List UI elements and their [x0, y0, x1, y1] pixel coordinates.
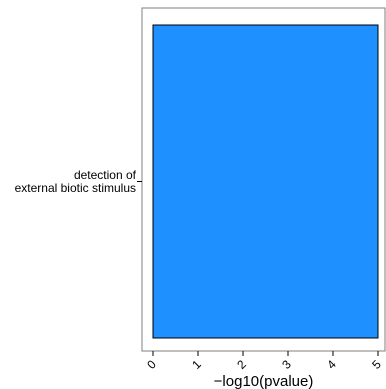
x-tick-label: 2	[234, 357, 249, 372]
bar-0	[152, 24, 379, 339]
x-tick-label: 1	[189, 357, 204, 372]
x-tick-label: 4	[324, 357, 339, 372]
plot-panel-border	[141, 7, 386, 352]
x-tick-label: 0	[144, 357, 159, 372]
x-tick-label: 3	[279, 357, 294, 372]
x-axis-ticks: 0 1 2 3 4 5	[144, 351, 384, 372]
y-category-label: detection of external biotic stimulus	[15, 168, 137, 195]
bars-group	[152, 24, 379, 339]
x-tick-label: 5	[369, 357, 384, 372]
x-axis-label: −log10(pvalue)	[214, 373, 314, 389]
y-category-labels: detection of external biotic stimulus	[15, 168, 142, 195]
